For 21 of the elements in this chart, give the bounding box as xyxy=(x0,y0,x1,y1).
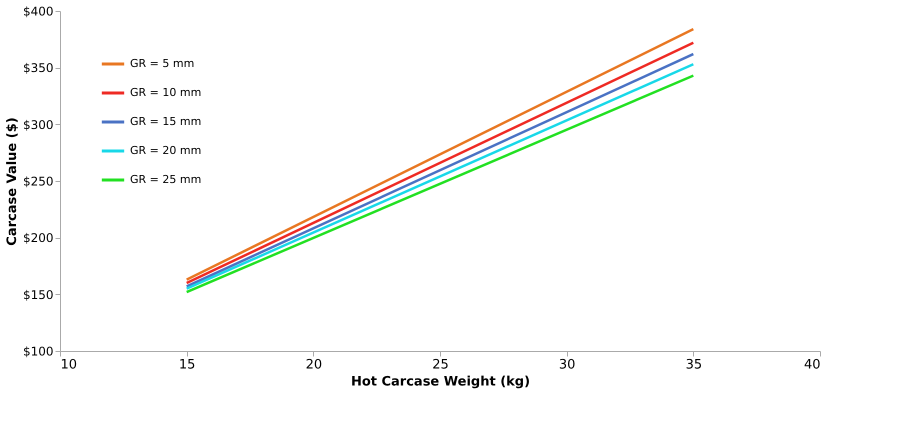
x-tick-label: 20 xyxy=(306,358,322,372)
legend-label: GR = 20 mm xyxy=(130,144,202,157)
y-tick-label: $400 xyxy=(22,4,54,18)
y-tick-label: $150 xyxy=(22,288,54,302)
y-tick-label: $100 xyxy=(22,344,54,358)
x-tick-label: 40 xyxy=(804,358,820,372)
y-axis-title: Carcase Value ($) xyxy=(4,117,20,246)
y-tick-label: $250 xyxy=(22,174,54,188)
y-tick-label: $350 xyxy=(22,61,54,76)
y-tick-label: $300 xyxy=(22,118,54,132)
legend-label: GR = 15 mm xyxy=(130,115,202,128)
x-axis-title: Hot Carcase Weight (kg) xyxy=(350,374,530,390)
legend-label: GR = 5 mm xyxy=(130,57,194,70)
legend-label: GR = 25 mm xyxy=(130,173,202,186)
x-tick-label: 15 xyxy=(178,358,196,372)
y-tick-label: $200 xyxy=(22,231,54,246)
x-tick-label: 35 xyxy=(686,358,702,372)
x-tick-label: 25 xyxy=(432,358,449,372)
legend-label: GR = 10 mm xyxy=(130,86,202,99)
x-tick-label: 30 xyxy=(558,358,576,372)
x-tick-label: 10 xyxy=(60,358,78,372)
